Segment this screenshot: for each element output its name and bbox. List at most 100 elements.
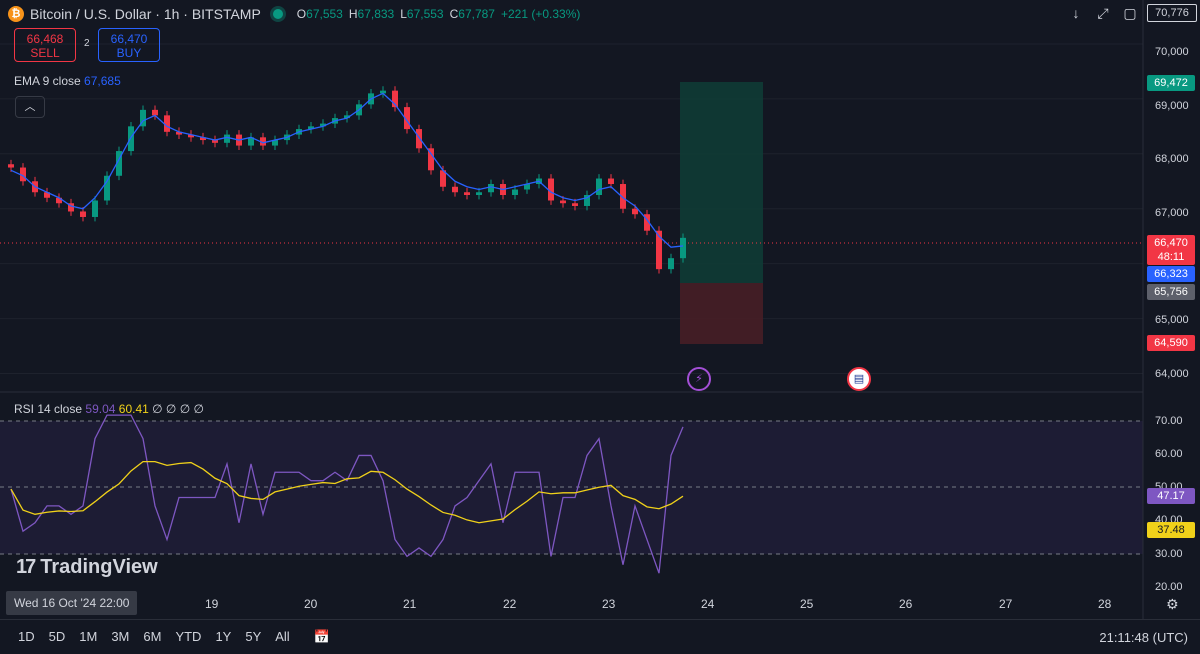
entry-price-tag: 65,756	[1147, 284, 1195, 300]
candle	[68, 203, 74, 212]
price-axis-label: 67,000	[1155, 207, 1189, 219]
ema-legend[interactable]: EMA 9 close 67,685	[14, 74, 121, 88]
camera-icon[interactable]: ▢	[1123, 5, 1137, 21]
rsi-axis-label: 60.00	[1155, 448, 1183, 460]
market-open-icon	[272, 9, 283, 19]
candle	[476, 192, 482, 195]
high-price-tag: 70,776	[1147, 4, 1197, 22]
timeframe-5y[interactable]: 5Y	[245, 629, 262, 644]
settings-gear-icon[interactable]: ⚙	[1166, 596, 1179, 612]
timeframe-5d[interactable]: 5D	[48, 629, 66, 644]
candle	[512, 189, 518, 195]
candle	[428, 148, 434, 171]
candle	[548, 178, 554, 201]
buy-button[interactable]: 66,470 BUY	[98, 28, 160, 62]
candle	[560, 200, 566, 204]
candle	[116, 151, 122, 176]
candle	[152, 109, 158, 116]
arrow-down-icon[interactable]: ↓	[1072, 5, 1080, 21]
candle	[128, 126, 134, 152]
candle	[680, 237, 686, 259]
ema-line	[10, 92, 684, 248]
price-axis-label: 65,000	[1155, 314, 1189, 326]
rsi-ma-value-tag: 37.48	[1147, 522, 1195, 538]
date-label: 27	[999, 597, 1013, 611]
candle	[176, 131, 182, 135]
timeframe-6m[interactable]: 6M	[143, 629, 162, 644]
timeframe-1m[interactable]: 1M	[79, 629, 98, 644]
stop-price-tag: 64,590	[1147, 335, 1195, 351]
sell-button[interactable]: 66,468 SELL	[14, 28, 76, 62]
ema-price-tag: 66,323	[1147, 266, 1195, 282]
candle	[584, 195, 590, 206]
date-label: 24	[701, 597, 715, 611]
candle	[620, 184, 626, 209]
candle	[272, 140, 278, 146]
candle	[632, 208, 638, 215]
long-position-profit-zone[interactable]	[680, 82, 763, 283]
long-position-loss-zone[interactable]	[680, 283, 763, 344]
candle	[572, 203, 578, 206]
candle	[596, 178, 602, 195]
timeframe-1d[interactable]: 1D	[18, 629, 35, 644]
date-label: 22	[503, 597, 517, 611]
tradingview-mark-icon: 17	[16, 556, 36, 578]
candle	[644, 214, 650, 231]
candle	[212, 140, 218, 143]
rsi-axis-label: 70.00	[1155, 415, 1183, 427]
candle	[440, 170, 446, 187]
candle	[200, 137, 206, 141]
rsi-legend[interactable]: RSI 14 close 59.04 60.41 ∅ ∅ ∅ ∅	[14, 402, 204, 416]
time-cursor-label: Wed 16 Oct '24 22:00	[6, 591, 138, 615]
candle	[44, 192, 50, 198]
candle	[452, 186, 458, 193]
price-axis-label: 69,000	[1155, 100, 1189, 112]
candle	[188, 134, 194, 138]
chart-header: ₿ Bitcoin / U.S. Dollar · 1h · BITSTAMP …	[8, 6, 580, 22]
candle	[80, 211, 86, 217]
timeframe-1y[interactable]: 1Y	[215, 629, 232, 644]
bitcoin-icon: ₿	[8, 6, 24, 22]
candle	[464, 192, 470, 195]
candle	[392, 90, 398, 108]
candle	[164, 115, 170, 132]
candle	[308, 126, 314, 130]
ohlc-values: O67,553 H67,833 L67,553 C67,787 +221 (+0…	[296, 7, 581, 21]
rsi-axis-label: 20.00	[1155, 581, 1183, 593]
date-range-calendar-icon[interactable]: 📅	[313, 629, 330, 644]
candle	[344, 115, 350, 119]
change-value: +221 (+0.33%)	[500, 7, 581, 21]
price-axis-label: 64,000	[1155, 368, 1189, 380]
us-flag-event-icon[interactable]: ▤	[847, 367, 871, 391]
candle	[104, 175, 110, 201]
price-axis-label: 70,000	[1155, 46, 1189, 58]
lightning-event-icon[interactable]: ⚡	[687, 367, 711, 391]
rsi-ma-line	[10, 460, 684, 524]
candle	[320, 123, 326, 127]
candle	[20, 167, 26, 182]
candle	[260, 137, 266, 146]
collapse-legend-button[interactable]: ︿	[15, 96, 45, 118]
candle	[140, 109, 146, 127]
tradingview-logo: 17 TradingView	[16, 556, 158, 578]
utc-clock[interactable]: 21:11:48 (UTC)	[1099, 630, 1188, 645]
candle	[668, 258, 674, 270]
timeframe-ytd[interactable]: YTD	[175, 629, 202, 644]
candle	[524, 184, 530, 190]
rsi-value-tag: 47.17	[1147, 488, 1195, 504]
candle	[488, 184, 494, 193]
rsi-line	[10, 414, 684, 574]
symbol-title[interactable]: Bitcoin / U.S. Dollar · 1h · BITSTAMP	[30, 6, 261, 22]
date-label: 20	[304, 597, 318, 611]
fullscreen-icon[interactable]: ⤢	[1097, 5, 1109, 21]
date-label: 19	[205, 597, 219, 611]
date-label: 26	[899, 597, 913, 611]
price-axis-label: 68,000	[1155, 153, 1189, 165]
date-label: 25	[800, 597, 814, 611]
timeframe-3m[interactable]: 3M	[111, 629, 130, 644]
rsi-axis-label: 30.00	[1155, 548, 1183, 560]
last-price-tag: 66,470 48:11	[1147, 235, 1195, 265]
timeframe-all[interactable]: All	[275, 629, 290, 644]
target-price-tag: 69,472	[1147, 75, 1195, 91]
